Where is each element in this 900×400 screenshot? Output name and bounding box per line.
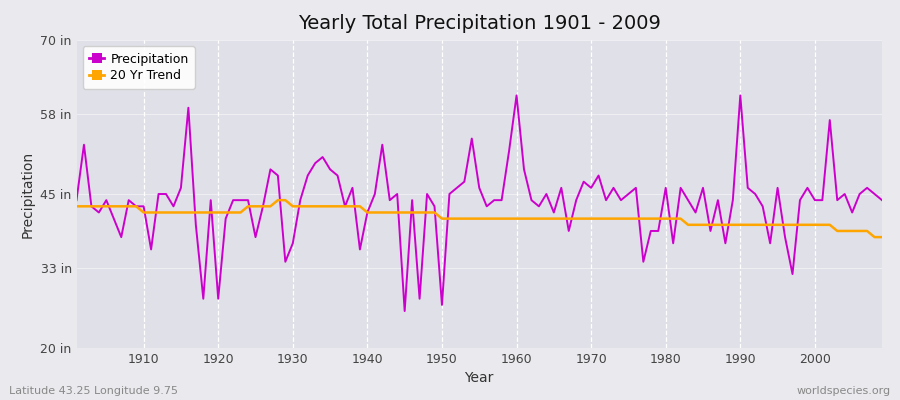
Text: Latitude 43.25 Longitude 9.75: Latitude 43.25 Longitude 9.75 bbox=[9, 386, 178, 396]
Legend: Precipitation, 20 Yr Trend: Precipitation, 20 Yr Trend bbox=[83, 46, 194, 88]
Text: worldspecies.org: worldspecies.org bbox=[796, 386, 891, 396]
X-axis label: Year: Year bbox=[464, 372, 494, 386]
Title: Yearly Total Precipitation 1901 - 2009: Yearly Total Precipitation 1901 - 2009 bbox=[298, 14, 661, 33]
Y-axis label: Precipitation: Precipitation bbox=[21, 150, 35, 238]
